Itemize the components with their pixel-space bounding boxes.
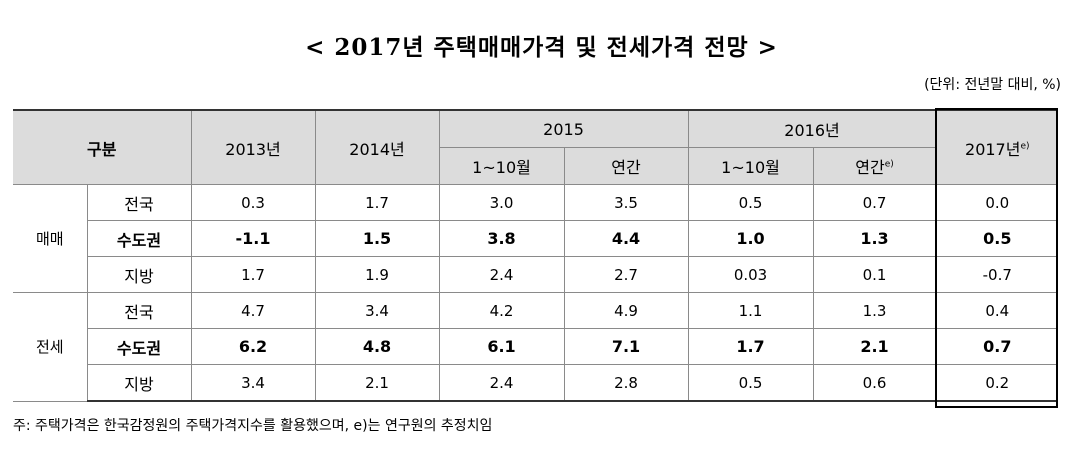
page-title: < 2017년 주택매매가격 및 전세가격 전망 >: [305, 34, 778, 61]
table-cell: 0.0: [935, 184, 1059, 221]
table-cell: 1.0: [687, 220, 814, 257]
header-2015-annual: 연간: [563, 147, 689, 185]
table-cell: 0.6: [812, 364, 937, 402]
table-cell: 0.7: [812, 184, 937, 221]
group-label: 매매: [13, 184, 88, 293]
table-cell: 0.5: [935, 220, 1059, 257]
table-cell: 2.7: [563, 256, 689, 293]
table-cell: 2.1: [812, 328, 937, 365]
table-cell: 4.9: [563, 292, 689, 329]
forecast-table: 구분 2013년 2014년 2015 2016년 2017년e) 1~10월 …: [13, 109, 1059, 402]
table-cell: 2.1: [314, 364, 440, 402]
table-cell: 2.4: [438, 256, 565, 293]
group-label: 전세: [13, 292, 88, 402]
header-2013: 2013년: [190, 109, 316, 185]
table-cell: 0.7: [935, 328, 1059, 365]
region-label: 전국: [86, 292, 192, 329]
header-2016-annual: 연간e): [812, 147, 937, 185]
table-cell: 1.7: [190, 256, 316, 293]
region-label: 지방: [87, 364, 192, 402]
header-2017: 2017년e): [935, 109, 1059, 185]
table-cell: 1.5: [314, 220, 440, 257]
header-2015: 2015: [438, 109, 689, 148]
table-cell: 0.4: [935, 292, 1059, 329]
header-2016: 2016년: [687, 109, 937, 148]
header-2016-jan-oct: 1~10월: [687, 147, 814, 185]
table-cell: 1.7: [687, 328, 814, 365]
table-row: 전세 전국 4.7 3.4 4.2 4.9 1.1 1.3 0.4: [13, 292, 1059, 402]
table-cell: 1.3: [812, 220, 937, 257]
region-label: 지방: [87, 256, 192, 293]
table-cell: 2.8: [563, 364, 689, 402]
unit-note: (단위: 전년말 대비, %): [924, 77, 1061, 93]
table-cell: 0.2: [935, 364, 1059, 402]
table-cell: 4.4: [563, 220, 689, 257]
table-cell: 1.9: [314, 256, 440, 293]
region-label: 수도권: [87, 220, 192, 257]
table-cell: 0.03: [687, 256, 814, 293]
table-cell: -1.1: [190, 220, 316, 257]
table-cell: 6.2: [190, 328, 316, 365]
table-cell: 1.7: [314, 184, 440, 221]
header-gubun: 구분: [13, 109, 192, 185]
header-2015-jan-oct: 1~10월: [439, 147, 565, 185]
table-cell: 3.4: [190, 364, 316, 402]
table-cell: 7.1: [563, 328, 689, 365]
table-row: 지방 3.4 2.1 2.4 2.8 0.5 0.6 0.2: [13, 364, 1059, 402]
table-cell: 4.8: [314, 328, 440, 365]
table-cell: 3.8: [438, 220, 565, 257]
table-row: 수도권 -1.1 1.5 3.8 4.4 1.0 1.3 0.5: [13, 220, 1059, 257]
table-cell: 1.1: [687, 292, 814, 329]
table-cell: 1.3: [812, 292, 937, 329]
footnote: 주: 주택가격은 한국감정원의 주택가격지수를 활용했으며, e)는 연구원의 …: [13, 418, 493, 434]
table-cell: 4.2: [438, 292, 565, 329]
table-row: 매매 전국 0.3 1.7 3.0 3.5 0.5 0.7 0.0: [13, 184, 1059, 293]
table-cell: 0.5: [687, 364, 814, 402]
region-label: 전국: [86, 184, 192, 221]
table-cell: 0.1: [812, 256, 937, 293]
table-cell: 0.5: [687, 184, 814, 221]
region-label: 수도권: [87, 328, 192, 365]
table-cell: -0.7: [935, 256, 1059, 293]
table-cell: 2.4: [438, 364, 565, 402]
table-cell: 3.5: [563, 184, 689, 221]
table-cell: 4.7: [190, 292, 316, 329]
table-cell: 3.0: [438, 184, 565, 221]
header-2014: 2014년: [314, 109, 440, 185]
table-cell: 6.1: [438, 328, 565, 365]
table-row: 지방 1.7 1.9 2.4 2.7 0.03 0.1 -0.7: [13, 256, 1059, 293]
table-cell: 3.4: [314, 292, 440, 329]
table-cell: 0.3: [190, 184, 316, 221]
table-row: 수도권 6.2 4.8 6.1 7.1 1.7 2.1 0.7: [13, 328, 1059, 365]
